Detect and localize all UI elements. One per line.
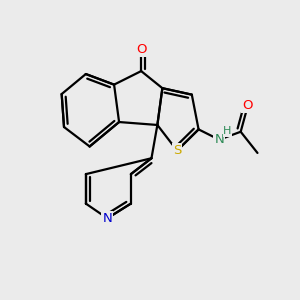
Text: N: N	[102, 212, 112, 225]
Text: O: O	[136, 43, 146, 56]
Text: S: S	[173, 144, 181, 157]
Text: N: N	[214, 133, 224, 146]
Text: H: H	[223, 126, 232, 136]
Text: O: O	[242, 99, 253, 112]
